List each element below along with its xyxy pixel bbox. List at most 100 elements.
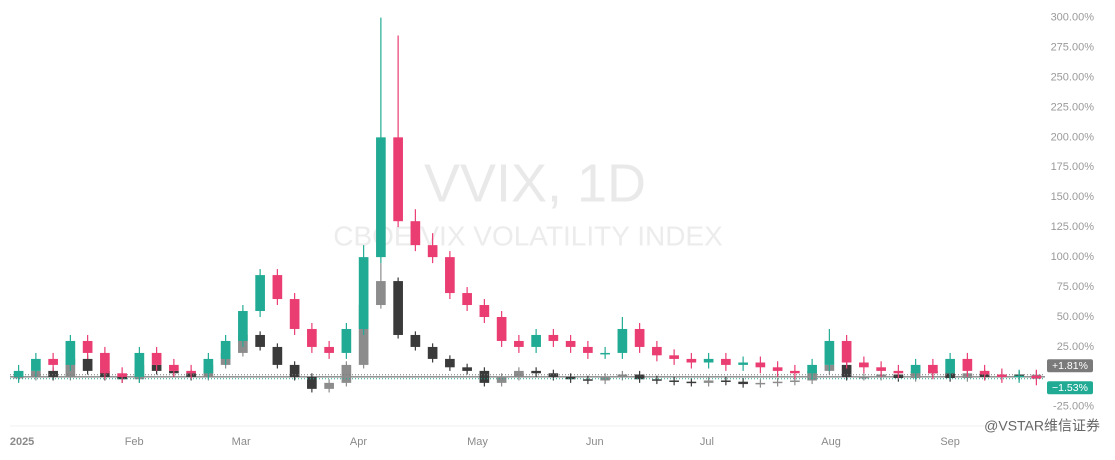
y-tick-label: 250.00% bbox=[1051, 71, 1095, 83]
candle-body bbox=[565, 376, 576, 380]
candle-body bbox=[755, 362, 766, 368]
candle-body bbox=[600, 352, 610, 355]
candle-body bbox=[324, 346, 334, 353]
candle-body bbox=[445, 358, 455, 368]
candle-body bbox=[82, 358, 93, 371]
candle-body bbox=[841, 364, 852, 377]
candle-body bbox=[272, 346, 283, 365]
x-tick-label: Mar bbox=[232, 436, 251, 448]
watermark-brand: @VSTAR维信证券 bbox=[984, 418, 1100, 434]
last-price-label: −1.53% bbox=[1052, 382, 1088, 394]
candle-body bbox=[617, 374, 628, 377]
candle-body bbox=[824, 340, 835, 365]
candle-body bbox=[82, 340, 93, 353]
candle-body bbox=[13, 370, 24, 377]
candle-body bbox=[496, 317, 507, 341]
last-price-box bbox=[1047, 359, 1093, 373]
candle-body bbox=[255, 275, 265, 312]
candle-body bbox=[928, 364, 938, 374]
candle-body bbox=[272, 275, 283, 300]
candle-body bbox=[427, 245, 438, 258]
candle-body bbox=[945, 358, 955, 374]
x-tick-label: Sep bbox=[940, 436, 960, 448]
x-tick-label: Aug bbox=[821, 436, 841, 448]
candle-body bbox=[410, 334, 421, 347]
candle-body bbox=[514, 370, 524, 377]
candle-body bbox=[289, 299, 300, 329]
candle-body bbox=[583, 379, 593, 381]
candle-body bbox=[169, 364, 179, 371]
candle-body bbox=[669, 355, 679, 359]
candle-body bbox=[531, 370, 541, 374]
candle-body bbox=[859, 362, 869, 368]
x-tick-label: Jun bbox=[586, 436, 604, 448]
x-tick-label: May bbox=[467, 436, 488, 448]
candle-body bbox=[496, 376, 507, 383]
candle-body bbox=[341, 364, 352, 383]
candle-body bbox=[652, 346, 662, 356]
candle-body bbox=[876, 367, 886, 371]
candle-body bbox=[686, 358, 697, 363]
candle-body bbox=[48, 358, 58, 365]
series bbox=[13, 17, 1042, 386]
candle-body bbox=[324, 382, 334, 389]
candle-body bbox=[462, 293, 472, 306]
candle-body bbox=[841, 340, 852, 363]
candle-body bbox=[755, 382, 766, 385]
candle-body bbox=[531, 334, 541, 347]
candle-body bbox=[600, 376, 610, 381]
x-tick-label: Apr bbox=[350, 436, 367, 448]
last-price-box bbox=[1047, 381, 1093, 395]
candle-body bbox=[341, 328, 352, 353]
watermark-subtitle: CBOE VIX VOLATILITY INDEX bbox=[333, 220, 723, 251]
candle-body bbox=[548, 334, 559, 341]
candle-body bbox=[358, 257, 369, 329]
y-tick-label: 75.00% bbox=[1057, 281, 1095, 293]
candle-body bbox=[203, 358, 214, 374]
candle-body bbox=[962, 358, 973, 371]
watermark-title: VVIX, 1D bbox=[424, 153, 646, 213]
candle-body bbox=[462, 367, 472, 371]
last-price-label: +1.81% bbox=[1052, 360, 1088, 372]
candle-body bbox=[151, 352, 162, 365]
y-tick-label: -25.00% bbox=[1053, 401, 1094, 413]
candle-body bbox=[686, 381, 697, 384]
candle-body bbox=[652, 379, 662, 381]
candle-body bbox=[721, 358, 731, 365]
y-tick-label: 225.00% bbox=[1051, 101, 1095, 113]
y-tick-label: 300.00% bbox=[1051, 11, 1095, 23]
y-tick-label: 275.00% bbox=[1051, 41, 1095, 53]
candle-body bbox=[738, 362, 748, 365]
y-tick-label: 175.00% bbox=[1051, 161, 1095, 173]
candle-body bbox=[893, 370, 904, 374]
candle-body bbox=[514, 340, 524, 347]
candle-body bbox=[65, 340, 76, 365]
candle-body bbox=[393, 281, 403, 335]
candle-body bbox=[634, 374, 645, 380]
candle-body bbox=[790, 380, 800, 382]
candle-body bbox=[31, 358, 41, 371]
candle-body bbox=[238, 311, 248, 341]
candle-body bbox=[479, 305, 490, 317]
candle-body bbox=[1014, 375, 1024, 378]
candle-body bbox=[445, 257, 455, 294]
candle-body bbox=[289, 364, 300, 377]
candle-body bbox=[703, 358, 714, 363]
candle-body bbox=[583, 346, 593, 353]
x-tick-label: Feb bbox=[125, 436, 144, 448]
candle-body bbox=[255, 334, 265, 347]
candle-body bbox=[479, 370, 490, 383]
candle-body bbox=[1031, 375, 1042, 379]
candle-body bbox=[307, 328, 317, 347]
candle-body bbox=[634, 328, 645, 347]
candle-body bbox=[738, 381, 748, 385]
candle-body bbox=[117, 373, 127, 377]
candle-body bbox=[220, 340, 231, 359]
x-tick-label: Jul bbox=[700, 436, 714, 448]
candle-body bbox=[910, 364, 921, 374]
candle-body bbox=[186, 370, 196, 374]
y-tick-label: 150.00% bbox=[1051, 191, 1095, 203]
candle-body bbox=[979, 370, 990, 375]
